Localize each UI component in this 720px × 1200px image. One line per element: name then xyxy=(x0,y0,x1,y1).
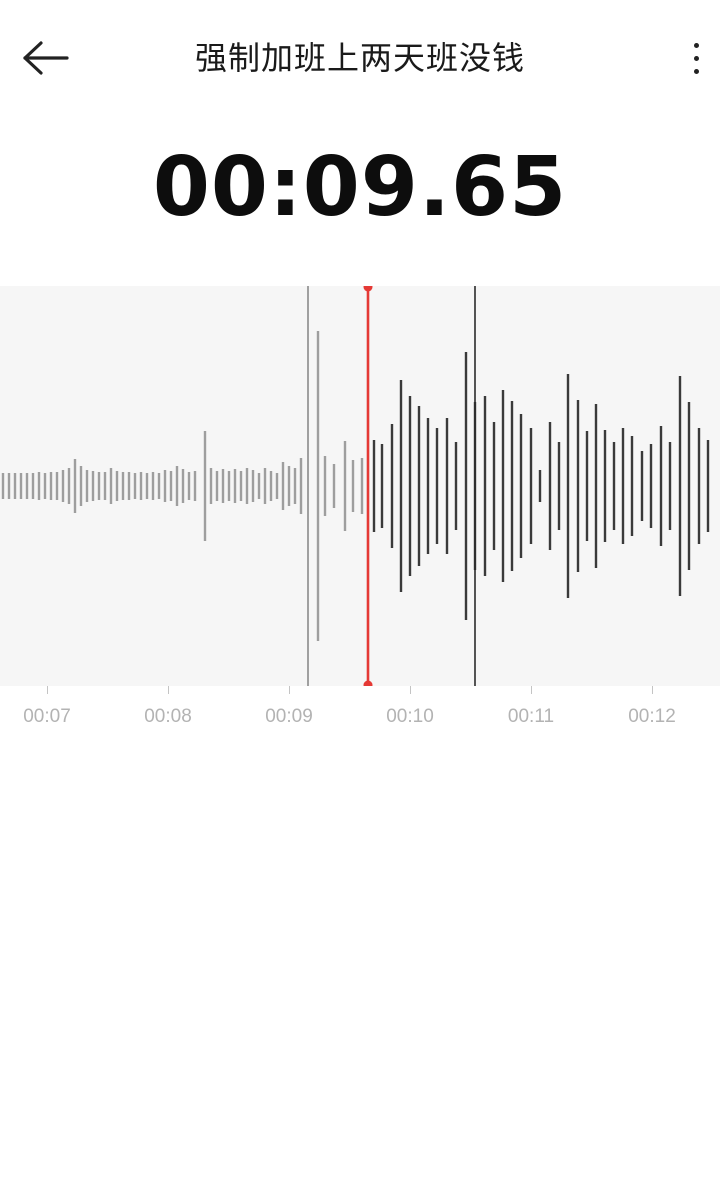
ruler-tick-label: 00:10 xyxy=(386,706,434,727)
arrow-left-icon xyxy=(23,41,69,75)
back-button[interactable] xyxy=(16,32,76,84)
ruler-tick xyxy=(410,686,411,694)
ruler-tick xyxy=(168,686,169,694)
ruler-tick-label: 00:11 xyxy=(507,706,555,727)
ruler-tick-label: 00:12 xyxy=(628,706,676,727)
more-options-button[interactable] xyxy=(676,34,716,82)
ruler-tick-label: 00:07 xyxy=(23,706,71,727)
ruler-tick-label: 00:08 xyxy=(144,706,192,727)
more-dot xyxy=(693,55,699,61)
elapsed-time: 00:09.65 xyxy=(152,140,568,235)
playhead-handle[interactable] xyxy=(363,286,373,292)
playhead-handle[interactable] xyxy=(363,680,373,687)
more-vertical-icon xyxy=(693,42,699,48)
recording-title: 强制加班上两天班没钱 xyxy=(194,39,525,77)
waveform-panel[interactable] xyxy=(0,286,720,686)
top-bar: 强制加班上两天班没钱 xyxy=(0,0,720,116)
more-dot xyxy=(693,68,699,74)
ruler-tick xyxy=(47,686,48,694)
ruler-tick-label: 00:09 xyxy=(265,706,313,727)
ruler-tick xyxy=(531,686,532,694)
ruler-tick xyxy=(289,686,290,694)
time-ruler: 00:07 00:08 00:09 00:10 00:11 00:12 xyxy=(0,686,720,736)
ruler-tick xyxy=(652,686,653,694)
waveform xyxy=(1,286,710,687)
